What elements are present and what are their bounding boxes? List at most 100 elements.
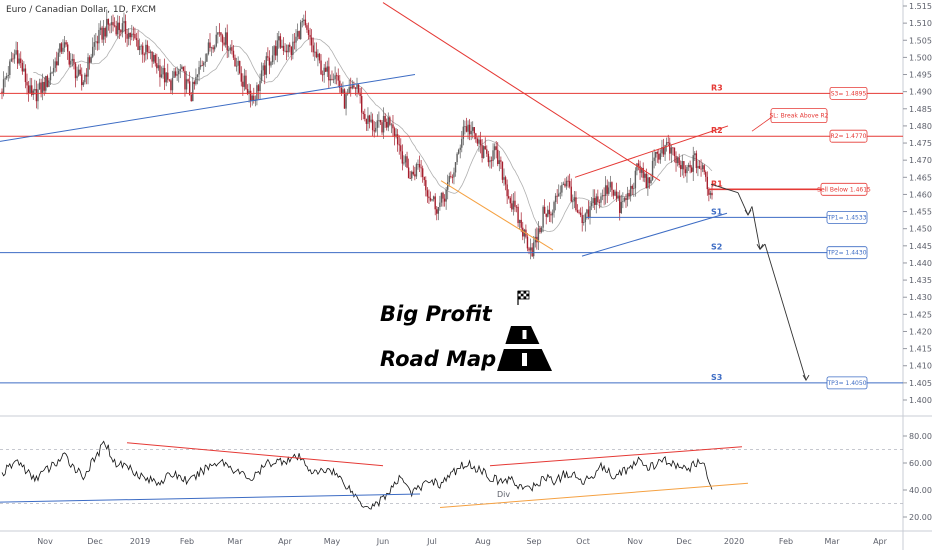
candle-body[interactable]	[256, 85, 258, 101]
candle-body[interactable]	[381, 122, 383, 133]
candle-body[interactable]	[697, 165, 699, 169]
candle-body[interactable]	[62, 47, 64, 52]
candle-body[interactable]	[201, 65, 203, 67]
candle-body[interactable]	[117, 22, 119, 35]
candle-body[interactable]	[10, 58, 13, 62]
candle-body[interactable]	[509, 198, 511, 204]
candle-body[interactable]	[470, 130, 472, 135]
candle-body[interactable]	[218, 32, 221, 34]
candle-body[interactable]	[290, 46, 293, 55]
candle-body[interactable]	[501, 161, 504, 180]
candle-body[interactable]	[132, 33, 135, 35]
candle-body[interactable]	[689, 164, 691, 168]
candle-body[interactable]	[342, 89, 344, 94]
candle-body[interactable]	[174, 71, 177, 76]
candle-body[interactable]	[29, 85, 31, 94]
candle-body[interactable]	[289, 44, 291, 47]
candle-body[interactable]	[517, 206, 519, 224]
candle-body[interactable]	[603, 195, 605, 197]
candle-body[interactable]	[442, 192, 444, 199]
candle-body[interactable]	[188, 81, 191, 95]
candle-body[interactable]	[190, 94, 192, 102]
candle-body[interactable]	[235, 65, 238, 67]
candle-body[interactable]	[614, 191, 616, 196]
candle-body[interactable]	[93, 42, 95, 47]
orange-trendline-down[interactable]	[440, 180, 554, 251]
candle-body[interactable]	[534, 236, 536, 243]
candle-body[interactable]	[95, 41, 97, 43]
candle-body[interactable]	[379, 120, 382, 123]
candle-body[interactable]	[307, 29, 310, 35]
candle-body[interactable]	[240, 73, 242, 82]
candle-body[interactable]	[378, 120, 380, 122]
candle-body[interactable]	[362, 112, 364, 115]
candle-body[interactable]	[570, 186, 572, 202]
candle-body[interactable]	[367, 115, 369, 124]
candle-body[interactable]	[284, 50, 286, 52]
candle-body[interactable]	[553, 202, 555, 213]
candle-body[interactable]	[450, 176, 452, 177]
candle-body[interactable]	[620, 201, 622, 214]
candle-body[interactable]	[386, 121, 388, 128]
candle-body[interactable]	[711, 192, 713, 196]
candles-layer[interactable]	[1, 9, 713, 260]
candle-body[interactable]	[551, 212, 554, 216]
candle-body[interactable]	[278, 36, 280, 41]
candle-body[interactable]	[365, 118, 368, 124]
candle-body[interactable]	[318, 53, 321, 61]
candle-body[interactable]	[21, 63, 24, 72]
candle-body[interactable]	[304, 19, 307, 26]
candle-body[interactable]	[681, 161, 683, 170]
candle-body[interactable]	[684, 169, 687, 174]
candle-body[interactable]	[584, 213, 587, 223]
candle-body[interactable]	[507, 196, 510, 199]
candle-body[interactable]	[500, 160, 502, 162]
candle-body[interactable]	[360, 96, 363, 113]
candle-body[interactable]	[453, 172, 455, 178]
candle-body[interactable]	[547, 209, 549, 217]
candle-body[interactable]	[543, 206, 546, 214]
sl-note-box[interactable]	[770, 108, 828, 124]
candle-body[interactable]	[492, 150, 494, 161]
candle-body[interactable]	[179, 69, 181, 71]
candle-body[interactable]	[267, 56, 269, 58]
candle-body[interactable]	[375, 127, 377, 132]
candle-body[interactable]	[253, 95, 255, 101]
candle-body[interactable]	[343, 89, 346, 109]
candle-body[interactable]	[675, 156, 677, 164]
candle-body[interactable]	[423, 177, 425, 181]
candle-body[interactable]	[231, 47, 233, 51]
candle-body[interactable]	[548, 209, 551, 215]
candle-body[interactable]	[636, 163, 638, 171]
candle-body[interactable]	[667, 142, 669, 143]
candle-body[interactable]	[359, 92, 361, 97]
candle-body[interactable]	[320, 60, 322, 75]
candle-body[interactable]	[445, 189, 447, 202]
candle-body[interactable]	[523, 229, 526, 237]
candle-body[interactable]	[529, 247, 532, 251]
candle-body[interactable]	[565, 180, 568, 187]
candle-body[interactable]	[612, 189, 615, 196]
candle-body[interactable]	[118, 22, 120, 31]
candle-body[interactable]	[429, 198, 432, 201]
candle-body[interactable]	[662, 147, 665, 155]
candle-body[interactable]	[575, 197, 577, 211]
candle-body[interactable]	[60, 43, 63, 52]
candle-body[interactable]	[451, 176, 454, 178]
candle-body[interactable]	[41, 81, 44, 93]
candle-body[interactable]	[328, 66, 330, 81]
candle-body[interactable]	[26, 82, 28, 86]
candle-body[interactable]	[426, 190, 429, 197]
candle-body[interactable]	[443, 198, 446, 202]
candle-body[interactable]	[345, 94, 347, 109]
candle-body[interactable]	[473, 127, 475, 134]
candle-body[interactable]	[600, 196, 602, 203]
candle-body[interactable]	[48, 80, 50, 87]
candle-body[interactable]	[490, 160, 493, 162]
candle-body[interactable]	[478, 139, 480, 144]
candle-body[interactable]	[123, 21, 125, 24]
candle-body[interactable]	[260, 70, 263, 81]
candle-body[interactable]	[87, 57, 89, 77]
candle-body[interactable]	[633, 188, 635, 190]
candle-body[interactable]	[678, 157, 680, 166]
